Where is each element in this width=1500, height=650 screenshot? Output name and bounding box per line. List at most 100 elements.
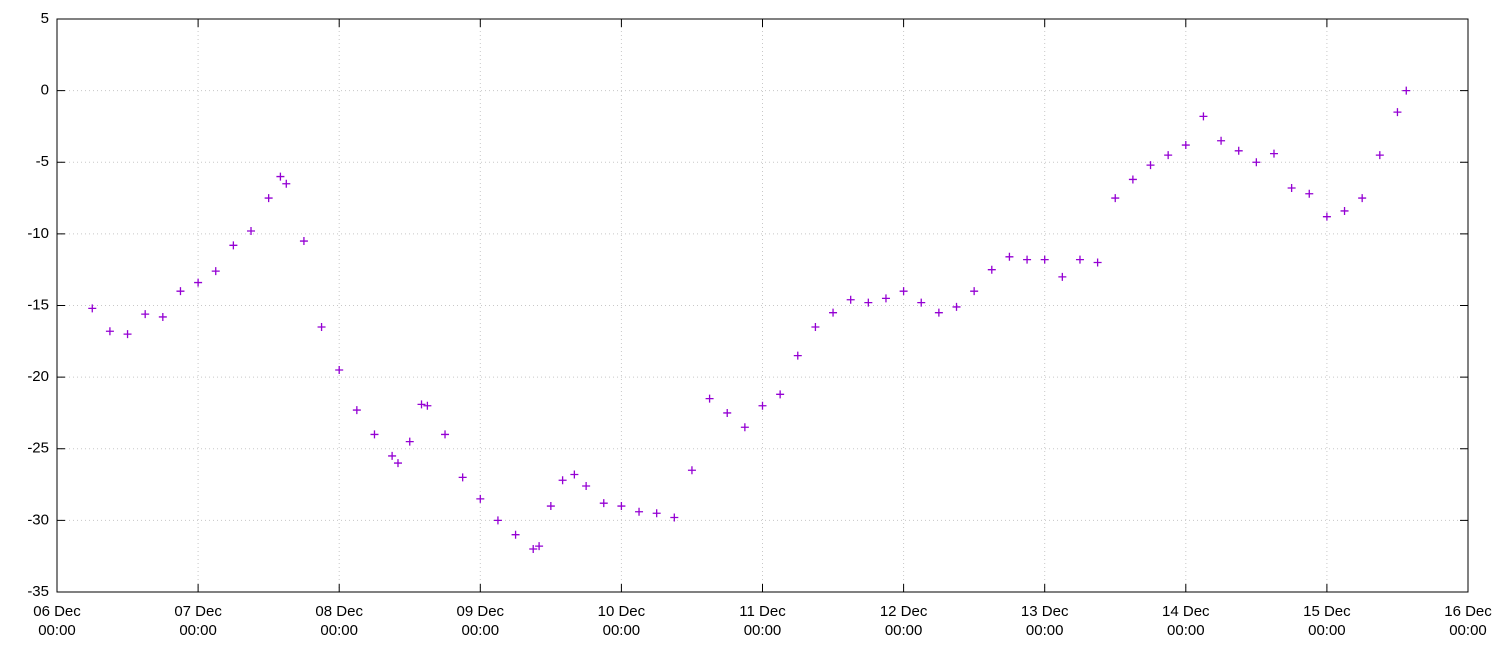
point xyxy=(970,287,979,296)
plot-frame xyxy=(56,18,1469,593)
point xyxy=(229,241,238,250)
point xyxy=(558,476,567,485)
point xyxy=(758,401,767,410)
point xyxy=(1181,141,1190,150)
point xyxy=(264,194,273,203)
point xyxy=(123,330,132,339)
point xyxy=(1358,194,1367,203)
y-tick-label: -35 xyxy=(27,583,49,600)
point xyxy=(352,406,361,415)
point xyxy=(846,295,855,304)
point xyxy=(1217,136,1226,145)
point xyxy=(582,481,591,490)
point xyxy=(740,423,749,432)
point xyxy=(511,530,520,539)
point xyxy=(864,298,873,307)
x-tick-label: 07 Dec 00:00 xyxy=(174,603,222,639)
point xyxy=(1040,255,1049,264)
point xyxy=(247,227,256,236)
point xyxy=(1340,206,1349,215)
point xyxy=(1252,158,1261,167)
y-tick-label: -10 xyxy=(27,225,49,242)
point xyxy=(1164,151,1173,160)
y-tick-label: -5 xyxy=(36,153,49,170)
point xyxy=(1322,212,1331,221)
y-tick-label: -15 xyxy=(27,296,49,313)
x-tick-label: 11 Dec 00:00 xyxy=(739,603,786,639)
point xyxy=(1058,272,1067,281)
point xyxy=(723,408,732,417)
point xyxy=(1146,161,1155,170)
point xyxy=(282,179,291,188)
point xyxy=(405,437,414,446)
point xyxy=(652,509,661,518)
point xyxy=(1375,151,1384,160)
point xyxy=(705,394,714,403)
point xyxy=(570,470,579,479)
point xyxy=(1093,258,1102,267)
x-tick-label: 15 Dec 00:00 xyxy=(1303,603,1351,639)
y-tick-label: -25 xyxy=(27,440,49,457)
y-tick-label: -20 xyxy=(27,368,49,385)
point xyxy=(535,542,544,551)
point xyxy=(1023,255,1032,264)
point xyxy=(194,278,203,287)
point xyxy=(158,312,167,321)
point xyxy=(417,400,426,409)
point xyxy=(899,287,908,296)
point xyxy=(1128,175,1137,184)
y-tick-label: -30 xyxy=(27,511,49,528)
point xyxy=(335,365,344,374)
x-tick-label: 12 Dec 00:00 xyxy=(879,603,928,639)
point xyxy=(423,401,432,410)
point xyxy=(793,351,802,360)
point xyxy=(776,390,785,399)
point xyxy=(458,473,467,482)
y-tick-label: 0 xyxy=(41,82,49,99)
point xyxy=(599,499,608,508)
point xyxy=(176,287,185,296)
point xyxy=(1393,108,1402,117)
point xyxy=(1199,112,1208,121)
x-tick-label: 09 Dec 00:00 xyxy=(456,603,505,639)
point xyxy=(987,265,996,274)
x-tick-label: 08 Dec 00:00 xyxy=(315,603,363,639)
point xyxy=(1269,149,1278,158)
point xyxy=(476,494,485,503)
point xyxy=(1287,184,1296,193)
x-tick-label: 13 Dec 00:00 xyxy=(1020,603,1069,639)
point xyxy=(493,516,502,525)
point xyxy=(670,513,679,522)
point xyxy=(276,172,285,181)
point xyxy=(393,459,402,468)
point xyxy=(1234,146,1243,155)
point xyxy=(952,302,961,311)
point xyxy=(529,545,538,554)
point xyxy=(211,267,220,276)
point xyxy=(141,310,150,319)
point xyxy=(1111,194,1120,203)
point xyxy=(881,294,890,303)
point xyxy=(687,466,696,475)
point xyxy=(635,507,644,516)
point xyxy=(934,308,943,317)
point xyxy=(811,322,820,331)
point xyxy=(299,237,308,246)
x-tick-label: 10 Dec 00:00 xyxy=(597,603,646,639)
point xyxy=(388,451,397,460)
point xyxy=(317,322,326,331)
x-tick-label: 06 Dec 00:00 xyxy=(33,603,81,639)
point xyxy=(105,327,114,336)
point xyxy=(1305,189,1314,198)
point xyxy=(88,304,97,313)
point xyxy=(1005,252,1014,261)
point xyxy=(546,502,555,511)
x-tick-label: 16 Dec 00:00 xyxy=(1444,603,1492,639)
x-tick-label: 14 Dec 00:00 xyxy=(1162,603,1210,639)
point xyxy=(441,430,450,439)
point xyxy=(617,502,626,511)
y-tick-label: 5 xyxy=(41,10,49,27)
point xyxy=(917,298,926,307)
